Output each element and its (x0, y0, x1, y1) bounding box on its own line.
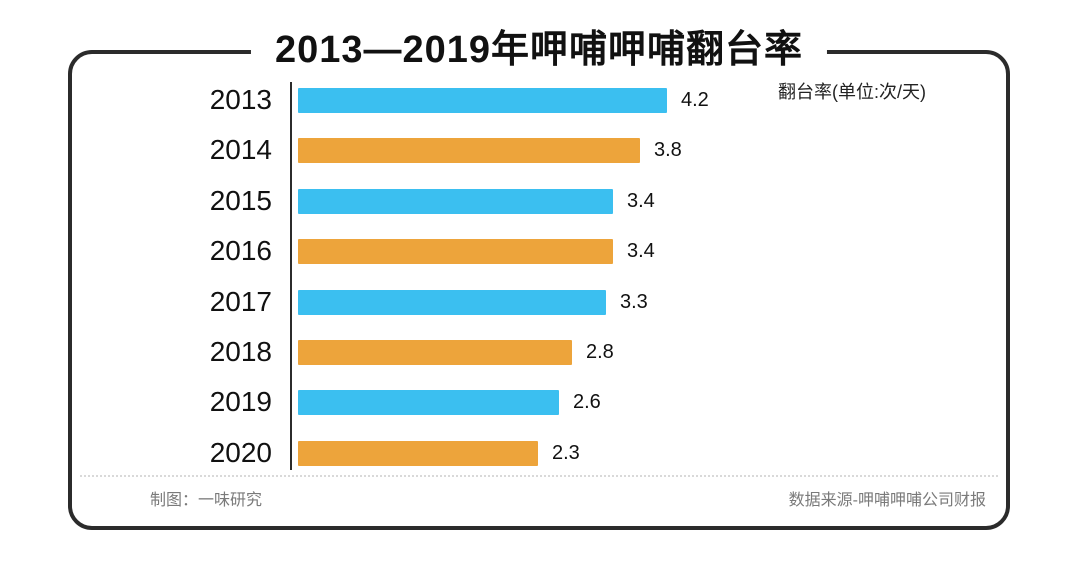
year-label: 2015 (209, 185, 272, 216)
credit-author: 制图：一味研究 (150, 492, 263, 509)
value-label: 4.2 (681, 89, 709, 111)
year-label: 2019 (209, 386, 272, 417)
bar-2019 (298, 390, 559, 415)
bar-chart: 2013 4.2 2014 3.8 2015 3.4 2016 3.4 2017 3.3 2018 2… (72, 54, 1006, 526)
value-label: 2.6 (573, 391, 601, 413)
y-axis-line (290, 82, 292, 470)
value-label: 3.3 (620, 291, 648, 313)
bar-2015 (298, 189, 613, 214)
year-label: 2018 (209, 336, 272, 367)
year-label: 2014 (209, 134, 272, 165)
bar-2014 (298, 138, 640, 163)
bar-2020 (298, 441, 538, 466)
bar-2018 (298, 340, 572, 365)
value-label: 3.4 (627, 190, 655, 212)
year-label: 2016 (209, 235, 272, 266)
year-label: 2017 (209, 286, 272, 317)
bar-2013 (298, 88, 667, 113)
bar-2016 (298, 239, 613, 264)
chart-card: 2013—2019年呷哺呷哺翻台率 翻台率(单位:次/天) 2013 4.2 201… (68, 24, 1010, 530)
year-label: 2013 (209, 84, 272, 115)
year-label: 2020 (209, 437, 272, 468)
value-label: 2.8 (586, 341, 614, 363)
value-label: 2.3 (552, 442, 580, 464)
footer-divider (80, 475, 998, 477)
unit-legend-label: 翻台率(单位:次/天) (778, 82, 926, 102)
value-label: 3.8 (654, 139, 682, 161)
chart-title: 2013—2019年呷哺呷哺翻台率 (250, 24, 828, 76)
bar-2017 (298, 290, 606, 315)
credit-data-source: 数据来源-呷哺呷哺公司财报 (788, 492, 986, 509)
value-label: 3.4 (627, 240, 655, 262)
